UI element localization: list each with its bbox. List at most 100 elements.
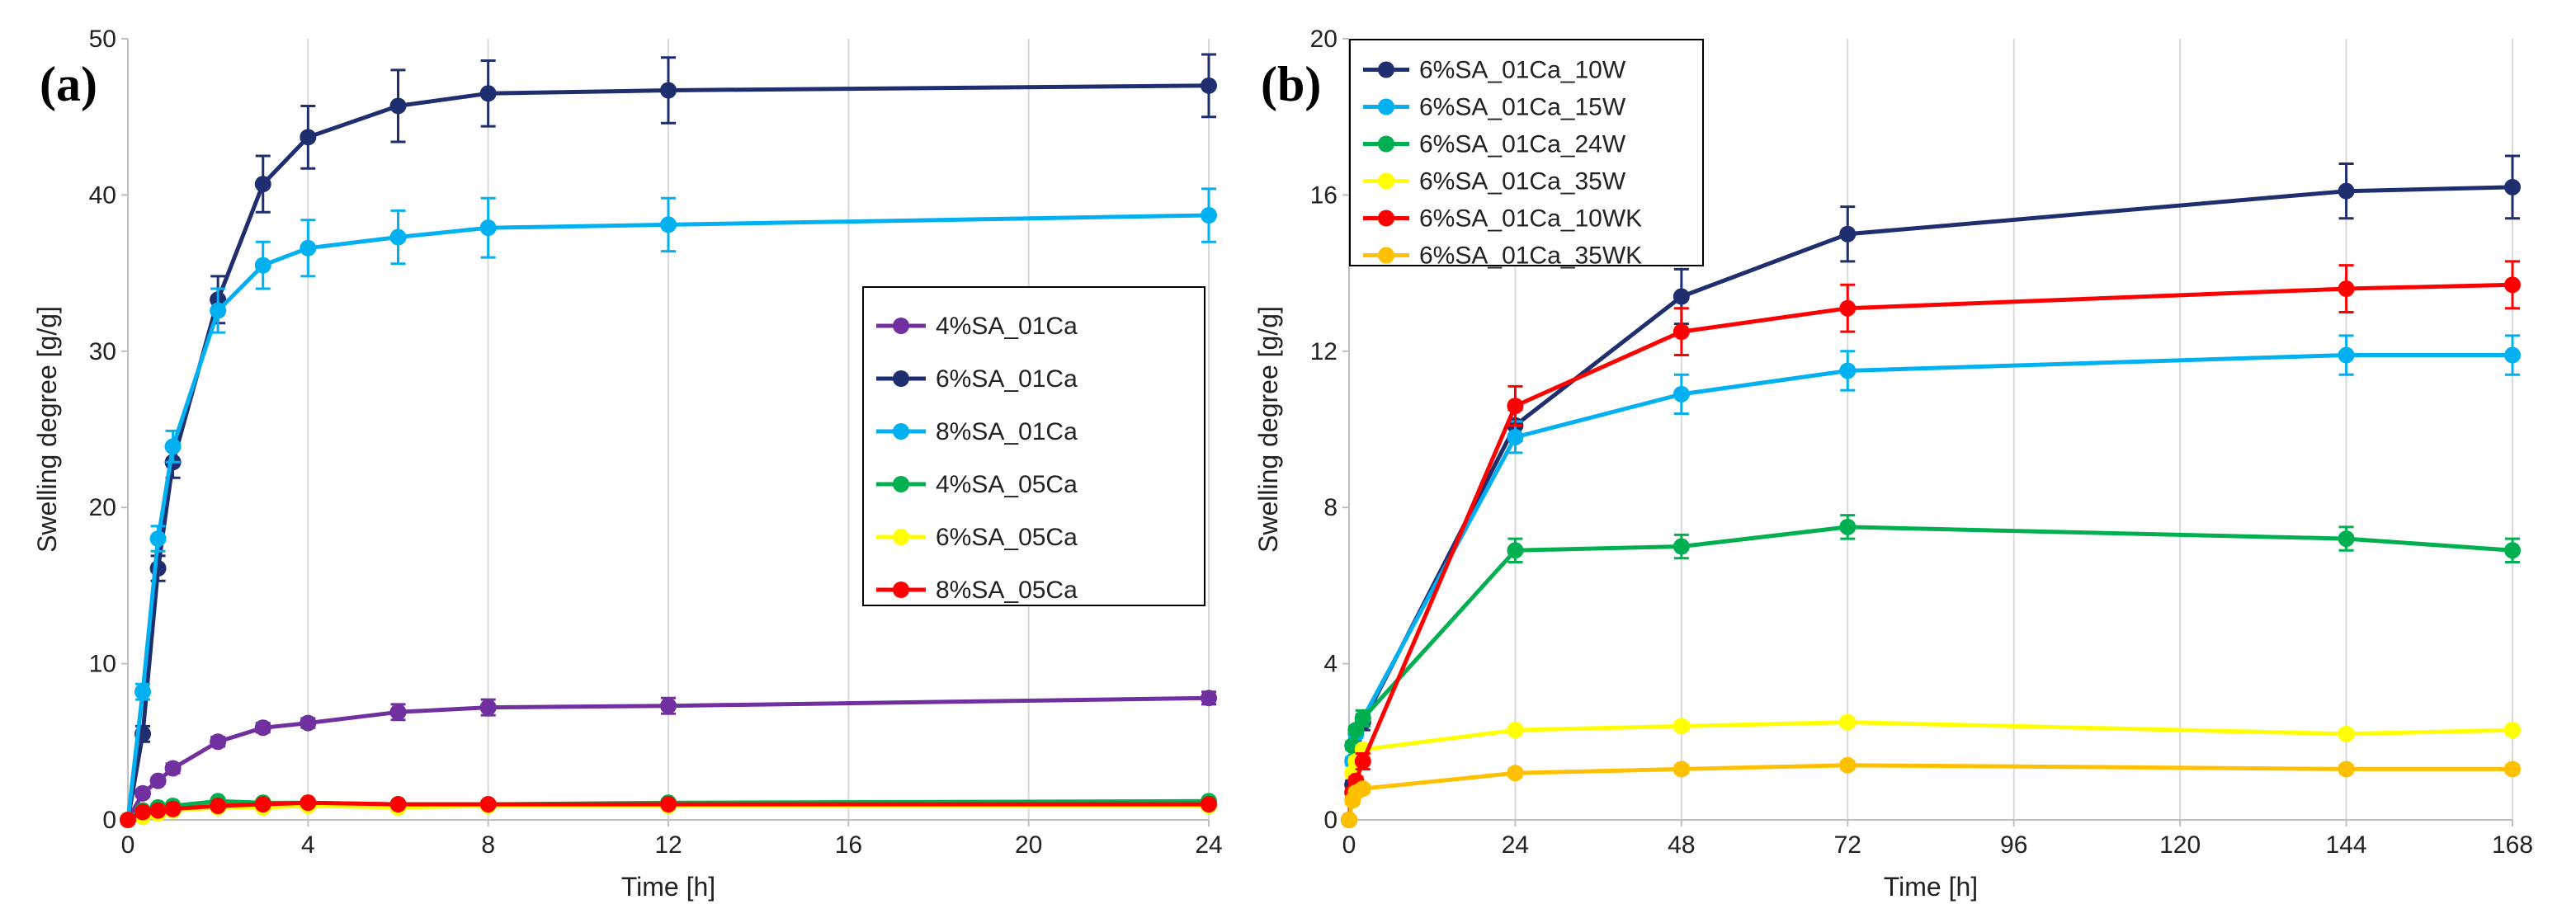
- data-point: [479, 796, 497, 813]
- data-point: [149, 802, 167, 819]
- legend-swatch-marker: [893, 582, 909, 598]
- x-tick-label: 0: [1342, 831, 1356, 859]
- data-point: [479, 219, 497, 237]
- data-point: [389, 97, 407, 115]
- data-point: [1507, 428, 1524, 445]
- panel-label: (b): [1261, 57, 1321, 111]
- legend-swatch-marker: [1378, 210, 1394, 227]
- legend-box: [862, 286, 1205, 606]
- data-point: [1673, 761, 1690, 778]
- y-tick-label: 20: [1310, 26, 1338, 53]
- data-point: [660, 796, 677, 813]
- x-tick-label: 72: [1834, 831, 1861, 859]
- data-point: [2504, 178, 2521, 195]
- data-point: [1673, 385, 1690, 403]
- x-tick-label: 96: [2000, 831, 2027, 859]
- legend-entry: 6%SA_05Ca: [876, 524, 1078, 551]
- data-point: [2338, 346, 2355, 364]
- data-point: [254, 719, 271, 737]
- legend-label: 6%SA_01Ca: [936, 365, 1078, 393]
- data-point: [134, 683, 152, 700]
- data-point: [300, 714, 317, 732]
- data-point: [389, 704, 407, 721]
- data-point: [1507, 722, 1524, 739]
- data-point: [2338, 725, 2355, 742]
- chart-panel-a: 0 10 20 30 40 50 0 4 8 12 16 20 24 Time [h] Swelling d…: [32, 26, 1223, 902]
- data-point: [1201, 207, 1217, 224]
- series-line: [1347, 282, 2513, 821]
- data-point: [660, 82, 677, 99]
- data-point: [2504, 346, 2521, 364]
- data-point: [210, 733, 227, 751]
- legend-swatch-marker: [1378, 247, 1394, 264]
- data-point: [1839, 713, 1857, 731]
- data-point: [210, 797, 227, 814]
- data-point: [389, 228, 407, 246]
- legend-entry: 6%SA_01Ca: [876, 365, 1078, 393]
- data-point: [1354, 752, 1371, 770]
- series-line: [1347, 763, 2512, 821]
- data-point: [1201, 796, 1217, 813]
- data-point: [134, 784, 152, 802]
- legend-label: 6%SA_05Ca: [936, 524, 1078, 551]
- y-tick-label: 30: [89, 338, 116, 365]
- legend-swatch-marker: [1378, 135, 1394, 153]
- legend-entry: 8%SA_05Ca: [876, 577, 1078, 604]
- data-point: [164, 800, 182, 817]
- data-point: [660, 216, 677, 233]
- legend-entry: 6%SA_01Ca_10WK: [1363, 205, 1642, 233]
- legend-label: 8%SA_05Ca: [936, 577, 1078, 604]
- data-point: [2338, 761, 2355, 778]
- data-point: [2504, 542, 2521, 559]
- data-point: [1839, 756, 1857, 774]
- legend-entry: 8%SA_01Ca: [876, 418, 1078, 445]
- x-tick-label: 4: [301, 831, 315, 859]
- legend-label: 4%SA_01Ca: [936, 313, 1078, 340]
- x-tick-label: 0: [121, 831, 135, 859]
- data-point: [1673, 288, 1690, 305]
- x-axis-label: Time [h]: [1884, 872, 1978, 902]
- series-8%SA_01Ca: [120, 187, 1217, 828]
- legend-swatch-marker: [1378, 98, 1394, 115]
- data-point: [1341, 812, 1357, 828]
- legend-label: 4%SA_05Ca: [936, 471, 1078, 498]
- y-tick-label: 40: [89, 181, 116, 209]
- data-point: [2338, 280, 2355, 298]
- legend-entry: 6%SA_01Ca_15W: [1363, 94, 1626, 121]
- x-tick-label: 168: [2492, 831, 2533, 859]
- x-axis-label: Time [h]: [621, 872, 715, 902]
- data-point: [1839, 299, 1857, 317]
- data-point: [254, 176, 271, 193]
- data-point: [2338, 530, 2355, 548]
- y-tick-label: 10: [89, 651, 116, 678]
- legend-entry: 4%SA_05Ca: [876, 471, 1078, 498]
- data-point: [300, 794, 317, 812]
- x-tick-label: 144: [2326, 831, 2367, 859]
- legend-entry: 4%SA_01Ca: [876, 313, 1078, 340]
- data-point: [1201, 77, 1217, 94]
- x-tick-label: 12: [654, 831, 682, 859]
- data-point: [134, 803, 152, 821]
- data-point: [254, 257, 271, 274]
- data-point: [1673, 718, 1690, 735]
- y-tick-label: 16: [1310, 181, 1338, 209]
- series-line: [1347, 353, 2512, 821]
- y-axis-label: Swelling degree [g/g]: [1253, 306, 1283, 553]
- data-point: [1201, 690, 1217, 707]
- data-point: [479, 85, 497, 102]
- legend-label: 6%SA_01Ca_10W: [1419, 57, 1626, 84]
- y-tick-label: 12: [1310, 338, 1338, 365]
- y-tick-label: 4: [1323, 651, 1338, 678]
- x-tick-label: 8: [481, 831, 495, 859]
- legend-swatch-marker: [893, 423, 909, 440]
- legend-label: 6%SA_01Ca_35W: [1419, 168, 1626, 195]
- data-point: [1839, 518, 1857, 535]
- series-8%SA_05Ca: [120, 794, 1217, 828]
- legend: 4%SA_01Ca 6%SA_01Ca 8%SA_01Ca 4%SA_05Ca 6%SA…: [862, 286, 1205, 606]
- data-point: [300, 129, 317, 146]
- data-point: [1354, 780, 1371, 798]
- series-line: [1347, 525, 2513, 821]
- series-6%SA_01Ca_24W: [1341, 514, 2521, 828]
- x-tick-label: 48: [1668, 831, 1695, 859]
- data-point: [1839, 362, 1857, 379]
